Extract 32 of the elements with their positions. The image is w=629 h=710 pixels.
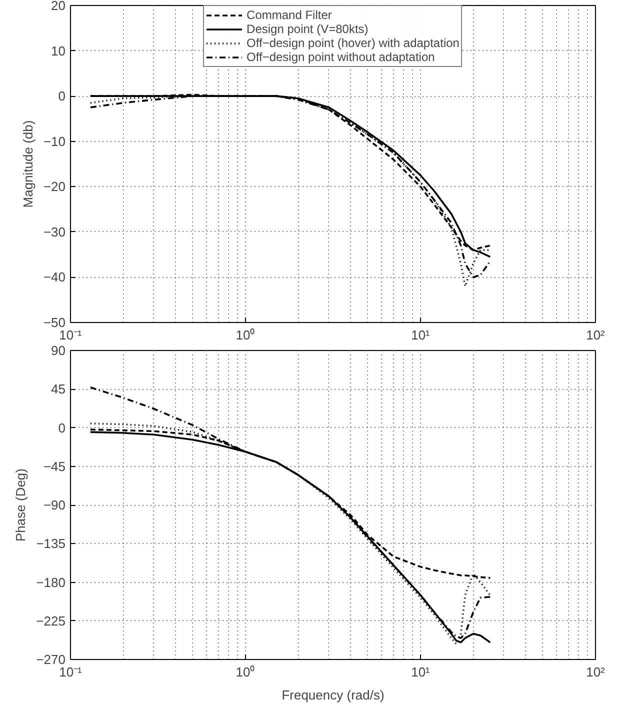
y-tick-label: −90 [43,498,66,512]
y-tick-label: 0 [58,88,66,104]
x-tick-label: 10² [586,328,606,342]
x-tick-label: 10⁰ [236,664,256,680]
y-axis-title: Magnitude (db) [20,120,36,208]
x-axis-title: Frequency (rad/s) [282,688,384,702]
y-tick-label: −45 [43,458,66,474]
y-tick-label: 45 [51,382,66,397]
legend-label: Off−design point (hover) with adaptation [246,36,460,50]
y-tick-label: 90 [51,343,66,358]
legend-label: Off−design point without adaptation [246,50,435,64]
y-tick-label: −270 [36,652,66,667]
y-tick-label: −40 [43,270,66,285]
y-tick-label: −180 [36,574,66,590]
y-tick-label: −10 [43,134,66,149]
y-tick-label: −225 [36,613,66,628]
y-tick-label: −50 [43,315,66,330]
y-tick-label: −20 [43,179,66,194]
y-tick-label: 20 [51,0,66,13]
x-tick-label: 10⁻¹ [59,664,83,680]
y-tick-label: 10 [51,43,66,58]
x-tick-label: 10⁻¹ [59,328,83,342]
y-axis-title: Phase (Deg) [13,468,28,542]
x-tick-label: 10⁰ [236,328,256,342]
y-tick-label: −135 [36,536,66,552]
x-tick-label: 10¹ [411,664,431,680]
legend-label: Command Filter [246,8,332,22]
x-tick-label: 10¹ [411,328,431,342]
legend-label: Design point (V=80kts) [246,22,368,36]
x-tick-label: 10² [586,664,606,680]
y-tick-label: −30 [43,224,66,240]
y-tick-label: 0 [58,420,66,436]
